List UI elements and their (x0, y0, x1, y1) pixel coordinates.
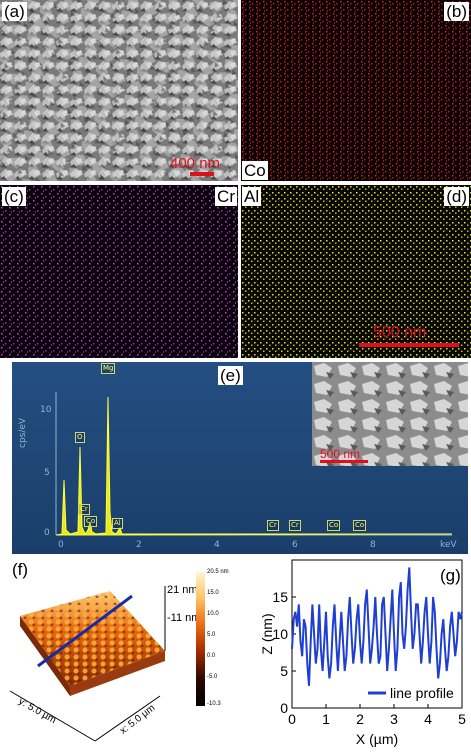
edx-x-tick-0: 0 (58, 540, 64, 550)
peak-tag-mg: Mg (101, 363, 116, 374)
peak-tag-al: Al (112, 518, 123, 529)
cr-map-dots (0, 185, 238, 358)
afm-colorbar (196, 572, 205, 706)
panel-label-c: (c) (2, 187, 26, 206)
x-tick-label: 3 (390, 711, 398, 727)
edx-y-axis-label: cps/eV (18, 417, 28, 448)
y-tick-label: 10 (272, 626, 288, 642)
cr-map-panel: (c) Cr (0, 185, 238, 358)
y-tick-label: 0 (280, 700, 288, 716)
edx-x-unit: keV (440, 540, 457, 550)
sem-image-panel: (a) 400 nm (0, 0, 238, 181)
panel-label-a: (a) (2, 2, 27, 21)
edx-spectrum-plot (55, 392, 453, 536)
edx-x-tick-2: 2 (136, 540, 142, 550)
colorbar-tick-5: -5.0 (207, 674, 218, 680)
peak-tag-cr-low: Cr (78, 504, 90, 515)
panel-label-e: (e) (218, 366, 243, 385)
afm-surface (9, 586, 166, 742)
edx-spectrum-panel: cps/eV 10 5 0 0 2 4 6 8 keV Mg O Cr Co A… (12, 362, 468, 554)
peak-tag-cr-1: Cr (267, 520, 279, 531)
colorbar-tick-0: 20.5 nm (207, 569, 229, 575)
edx-y-tick-0: 0 (44, 528, 50, 538)
x-axis-label: X (µm) (356, 731, 398, 747)
afm-zmin: -11 nm (167, 612, 201, 624)
edx-spectrum-trace (55, 396, 453, 536)
x-tick-label: 0 (288, 711, 296, 727)
al-map-panel: Al (d) 500 nm (241, 185, 471, 358)
line-profile-chart: 0 1 2 3 4 5 0 5 10 15 X (µm) Z (nm) line profile (259, 559, 466, 747)
x-tick-label: 1 (322, 711, 330, 727)
element-label-cr: Cr (215, 187, 237, 206)
panel-label-b: (b) (444, 2, 469, 21)
colorbar-tick-2: 10.0 (207, 611, 219, 617)
peak-tag-cr-2: Cr (289, 520, 301, 531)
sem-texture (0, 0, 238, 181)
co-map-panel: (b) Co (241, 0, 471, 181)
panel-label-g: (g) (440, 566, 461, 585)
peak-tag-o: O (75, 432, 85, 443)
element-label-al: Al (242, 187, 262, 206)
edx-y-tick-5: 5 (44, 468, 50, 478)
peak-tag-co-2: Co (353, 520, 367, 531)
element-label-co: Co (242, 161, 268, 180)
afm-zmax: 21 nm (167, 584, 198, 596)
sem-inset: 500 nm (312, 362, 468, 466)
co-map-dots (241, 0, 471, 181)
scale-bar-a (190, 172, 214, 176)
x-tick-label: 5 (458, 711, 466, 727)
colorbar-tick-3: 5.0 (207, 632, 216, 638)
line-profile-series (291, 567, 463, 686)
scale-bar-label-a: 400 nm (170, 155, 221, 172)
scale-bar-label-d: 500 nm (373, 324, 427, 341)
peak-tag-co-1: Co (327, 520, 341, 531)
x-tick-label: 4 (424, 711, 432, 727)
scale-bar-d (359, 343, 459, 347)
y-tick-label: 15 (272, 589, 288, 605)
afm-3d-panel: (f) 21 nm -11 nm y: 5.0 µm x: 5.0 µm 20.… (0, 556, 250, 753)
edx-x-tick-6: 6 (292, 540, 298, 550)
al-map-dots (241, 185, 471, 358)
edx-x-tick-8: 8 (370, 540, 376, 550)
y-tick-label: 5 (280, 663, 288, 679)
panel-label-d: (d) (444, 187, 469, 206)
inset-scale-bar (320, 460, 368, 463)
edx-y-tick-10: 10 (40, 405, 52, 415)
inset-scale-bar-label: 500 nm (320, 447, 361, 461)
colorbar-tick-1: 15.0 (207, 590, 219, 596)
edx-x-tick-4: 4 (214, 540, 220, 550)
legend-label: line profile (390, 685, 454, 701)
x-tick-label: 2 (356, 711, 364, 727)
peak-tag-co-low: Co (84, 516, 98, 527)
colorbar-tick-4: 0.0 (207, 653, 216, 659)
y-axis-label: Z (nm) (259, 613, 275, 654)
colorbar-tick-6: -10.3 (207, 701, 221, 707)
panel-label-f: (f) (10, 560, 31, 579)
